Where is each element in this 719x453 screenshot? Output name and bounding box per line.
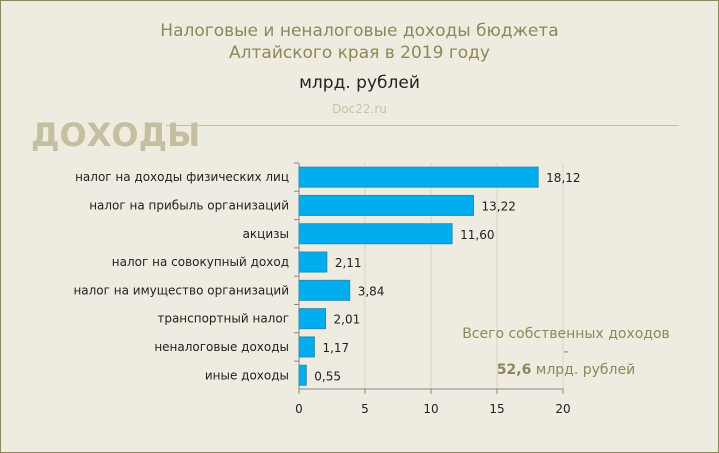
section-divider: [166, 125, 679, 126]
total-value: 52,6: [496, 362, 532, 378]
bar: [298, 336, 315, 358]
value-label: 18,12: [546, 171, 580, 185]
total-label: Всего собственных доходов -: [462, 326, 670, 360]
category-label: налог на прибыль организаций: [89, 198, 289, 212]
value-label: 2,01: [334, 313, 361, 327]
value-label: 11,60: [460, 228, 494, 242]
bar: [298, 223, 453, 245]
chart-title-line-2: Алтайского края в 2019 году: [229, 43, 490, 63]
bar: [298, 364, 307, 386]
x-tick-label: 0: [295, 402, 303, 416]
chart-title-line-1: Налоговые и неналоговые доходы бюджета: [160, 21, 559, 41]
total-unit: млрд. рублей: [535, 362, 636, 378]
value-label: 3,84: [358, 284, 385, 298]
value-label: 1,17: [322, 341, 349, 355]
category-label: налог на доходы физических лиц: [75, 170, 289, 184]
x-tick-label: 10: [423, 402, 438, 416]
category-label: транспортный налог: [157, 312, 289, 326]
bar: [298, 194, 475, 216]
bar: [298, 251, 328, 273]
x-tick-label: 20: [555, 402, 570, 416]
bar: [298, 308, 327, 330]
bar: [298, 166, 539, 188]
x-tick-label: 15: [489, 402, 504, 416]
category-label: налог на имущество организаций: [73, 283, 289, 297]
total-annotation: Всего собственных доходов - 52,6 млрд. р…: [461, 325, 671, 379]
category-label: иные доходы: [205, 368, 289, 382]
source-watermark: Doc22.ru: [332, 102, 387, 116]
value-label: 2,11: [335, 256, 362, 270]
x-tick-label: 5: [361, 402, 369, 416]
category-label: акцизы: [243, 227, 289, 241]
category-label: налог на совокупный доход: [112, 255, 289, 269]
value-label: 0,55: [314, 369, 341, 383]
category-label: неналоговые доходы: [154, 340, 289, 354]
bar: [298, 279, 351, 301]
section-heading: ДОХОДЫ: [31, 116, 201, 154]
value-label: 13,22: [482, 199, 516, 213]
chart-subtitle: млрд. рублей: [299, 73, 420, 93]
